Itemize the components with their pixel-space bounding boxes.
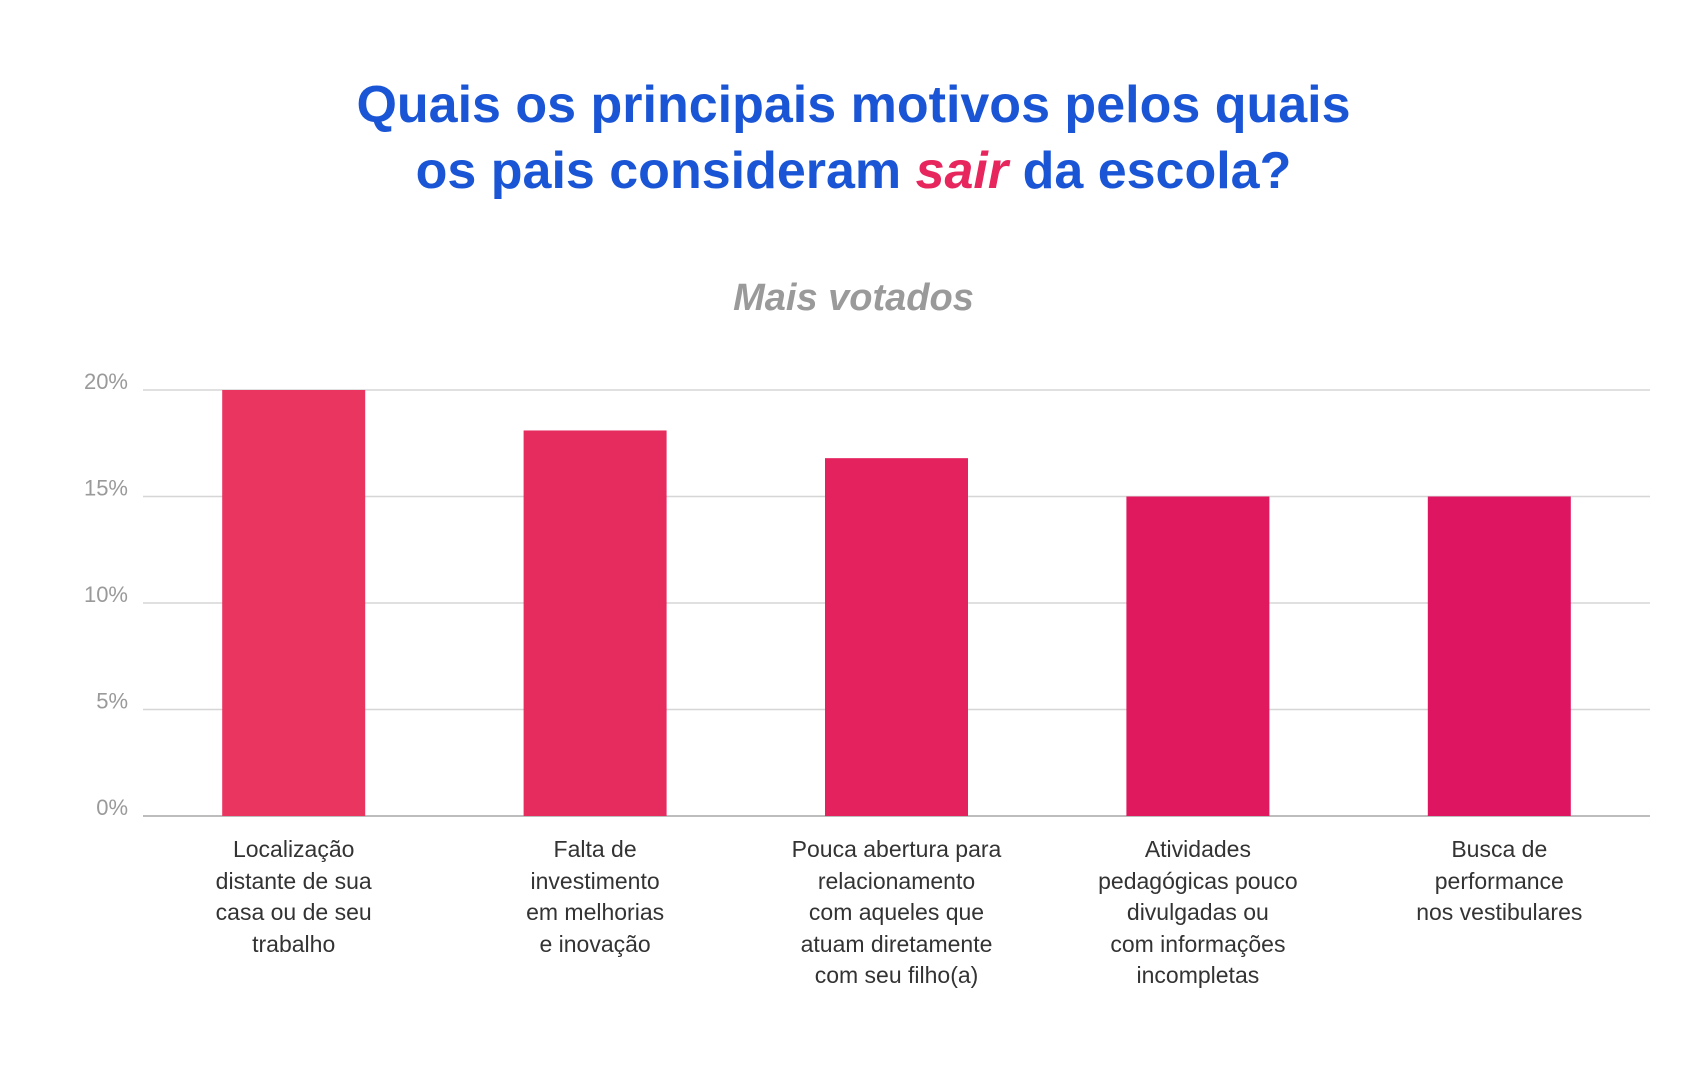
x-tick-label-line: incompletas (1136, 962, 1260, 988)
x-tick-label-line: em melhorias (526, 899, 665, 925)
y-tick-label: 15% (84, 476, 128, 501)
y-tick-label: 20% (84, 369, 128, 394)
x-tick-label-line: atuam diretamente (800, 930, 993, 957)
x-tick-label-line: com seu filho(a) (814, 962, 979, 988)
bar (222, 390, 366, 816)
x-tick-label-line: investimento (530, 867, 660, 894)
x-tick-label-line: nos vestibulares (1416, 899, 1583, 925)
x-tick-label-line: divulgadas ou (1126, 899, 1269, 925)
x-tick-label-line: com aqueles que (808, 899, 985, 925)
x-tick-label: Localização distante de sua casa ou de seu… (159, 834, 429, 960)
x-tick-label-line: Falta de (553, 836, 637, 862)
x-tick-label-line: casa ou de seu (215, 899, 372, 925)
chart-title-highlight: sair (915, 142, 1009, 200)
bar (825, 458, 968, 816)
bar (1427, 496, 1571, 816)
chart-subtitle: Mais votados (733, 277, 974, 319)
x-tick-label: Pouca abertura para relacionamento com aqu… (762, 834, 1032, 992)
x-tick-label-line: pedagógicas pouco (1098, 867, 1298, 894)
bar (523, 430, 667, 816)
x-tick-label-line: distante de sua (215, 867, 372, 894)
x-tick-label: Busca de performance nos vestibulares (1364, 834, 1634, 929)
y-tick-label: 5% (96, 689, 128, 714)
x-tick-label-line: trabalho (252, 930, 336, 957)
chart-title-line-2: os pais consideram sair da escola? (0, 138, 1707, 204)
x-tick-label-line: Pouca abertura para (791, 836, 1002, 862)
x-tick-label-line: performance (1434, 867, 1564, 894)
x-tick-label-line: Busca de (1451, 836, 1548, 862)
x-tick-label: Atividades pedagógicas pouco divulgadas ou… (1063, 834, 1333, 992)
chart-title-line-2-start: os pais consideram (415, 142, 916, 200)
chart-title: Quais os principais motivos pelos quais … (0, 72, 1707, 204)
x-tick-label-line: e inovação (539, 930, 651, 957)
chart-title-line-2-end: da escola? (1008, 142, 1292, 200)
y-tick-label: 0% (96, 795, 128, 820)
x-tick-label-line: Localização (232, 836, 355, 862)
chart-title-line-1: Quais os principais motivos pelos quais (356, 76, 1351, 134)
x-tick-label-line: Atividades (1144, 836, 1251, 862)
x-tick-label-line: com informações (1110, 930, 1286, 957)
y-tick-label: 10% (84, 582, 128, 607)
bar (1126, 496, 1270, 816)
x-tick-label: Falta de investimento em melhorias e inovaç… (460, 834, 730, 960)
x-tick-label-line: relacionamento (817, 867, 976, 894)
